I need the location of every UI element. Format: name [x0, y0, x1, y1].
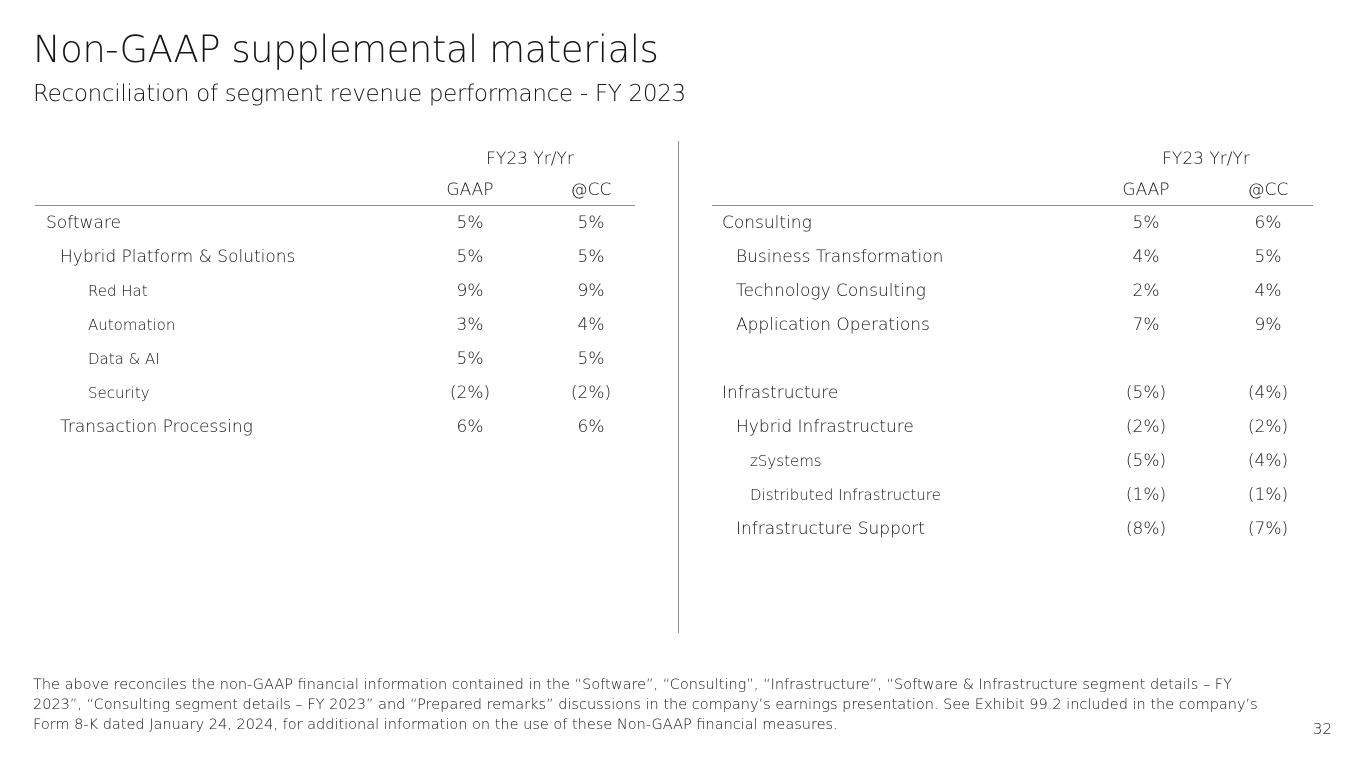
- table-row: Automation 3% 4%: [35, 308, 635, 342]
- table-row: Hybrid Infrastructure (2%) (2%): [712, 410, 1313, 444]
- period-header: FY23 Yr/Yr: [1162, 149, 1250, 169]
- gaap-value: 9%: [456, 281, 484, 301]
- gaap-value: 3%: [456, 315, 484, 335]
- cc-column-header: @CC: [570, 180, 612, 200]
- row-label: Red Hat: [88, 282, 148, 300]
- gaap-value: (2%): [449, 383, 491, 403]
- cc-value: 5%: [577, 213, 605, 233]
- cc-value: (2%): [570, 383, 612, 403]
- gaap-column-header: GAAP: [1122, 180, 1170, 200]
- table-row: Application Operations 7% 9%: [712, 308, 1313, 342]
- row-label: Application Operations: [736, 315, 930, 335]
- page-number: 32: [1312, 720, 1332, 738]
- table-row: Security (2%) (2%): [35, 376, 635, 410]
- gaap-value: 5%: [456, 213, 484, 233]
- row-label: Automation: [88, 316, 176, 334]
- table-row: Distributed Infrastructure (1%) (1%): [712, 478, 1313, 512]
- table-row: Technology Consulting 2% 4%: [712, 274, 1313, 308]
- gaap-value: 4%: [1132, 247, 1160, 267]
- table-body: Consulting 5% 6% Business Transformation 4% 5…: [712, 206, 1313, 546]
- gaap-column-header: GAAP: [446, 180, 494, 200]
- row-label: Infrastructure Support: [736, 519, 925, 539]
- table-row: Data & AI 5% 5%: [35, 342, 635, 376]
- header-divider: [712, 205, 1313, 206]
- cc-value: 5%: [1254, 247, 1282, 267]
- cc-value: 6%: [1254, 213, 1282, 233]
- gaap-value: 7%: [1132, 315, 1160, 335]
- page-subtitle: Reconciliation of segment revenue perfor…: [33, 81, 686, 107]
- cc-value: 5%: [577, 247, 605, 267]
- cc-value: 9%: [577, 281, 605, 301]
- gaap-value: 5%: [456, 247, 484, 267]
- row-label: Hybrid Infrastructure: [736, 417, 914, 437]
- row-label: Security: [88, 384, 150, 402]
- cc-value: (2%): [1247, 417, 1289, 437]
- row-label: Consulting: [722, 213, 812, 233]
- table-row: Infrastructure (5%) (4%): [712, 376, 1313, 410]
- row-label: Hybrid Platform & Solutions: [60, 247, 296, 267]
- gaap-value: (1%): [1125, 485, 1167, 505]
- cc-value: (4%): [1247, 451, 1289, 471]
- cc-value: 4%: [577, 315, 605, 335]
- table-row: [712, 342, 1313, 376]
- table-row: Red Hat 9% 9%: [35, 274, 635, 308]
- row-label: Data & AI: [88, 350, 160, 368]
- cc-value: (7%): [1247, 519, 1289, 539]
- row-label: Software: [46, 213, 121, 233]
- gaap-value: 6%: [456, 417, 484, 437]
- cc-value: 5%: [577, 349, 605, 369]
- row-label: Business Transformation: [736, 247, 944, 267]
- table-row: Hybrid Platform & Solutions 5% 5%: [35, 240, 635, 274]
- row-label: Infrastructure: [722, 383, 839, 403]
- gaap-value: (2%): [1125, 417, 1167, 437]
- row-label: Transaction Processing: [60, 417, 253, 437]
- gaap-value: 2%: [1132, 281, 1160, 301]
- gaap-value: (5%): [1125, 383, 1167, 403]
- cc-value: (1%): [1247, 485, 1289, 505]
- gaap-value: 5%: [1132, 213, 1160, 233]
- row-label: zSystems: [750, 452, 822, 470]
- row-label: Distributed Infrastructure: [750, 486, 941, 504]
- footnote: The above reconciles the non-GAAP financ…: [33, 677, 1258, 733]
- row-label: Technology Consulting: [736, 281, 926, 301]
- gaap-value: (5%): [1125, 451, 1167, 471]
- table-row: Transaction Processing 6% 6%: [35, 410, 635, 444]
- table-row: zSystems (5%) (4%): [712, 444, 1313, 478]
- table-row: Infrastructure Support (8%) (7%): [712, 512, 1313, 546]
- cc-value: 6%: [577, 417, 605, 437]
- cc-column-header: @CC: [1247, 180, 1289, 200]
- gaap-value: 5%: [456, 349, 484, 369]
- gaap-value: (8%): [1125, 519, 1167, 539]
- table-row: Software 5% 5%: [35, 206, 635, 240]
- vertical-divider: [678, 141, 679, 633]
- page-title: Non-GAAP supplemental materials: [33, 28, 659, 71]
- cc-value: 4%: [1254, 281, 1282, 301]
- cc-value: 9%: [1254, 315, 1282, 335]
- period-header: FY23 Yr/Yr: [486, 149, 574, 169]
- table-row: Business Transformation 4% 5%: [712, 240, 1313, 274]
- header-divider: [35, 205, 635, 206]
- table-body: Software 5% 5% Hybrid Platform & Solutions 5…: [35, 206, 635, 444]
- cc-value: (4%): [1247, 383, 1289, 403]
- table-row: Consulting 5% 6%: [712, 206, 1313, 240]
